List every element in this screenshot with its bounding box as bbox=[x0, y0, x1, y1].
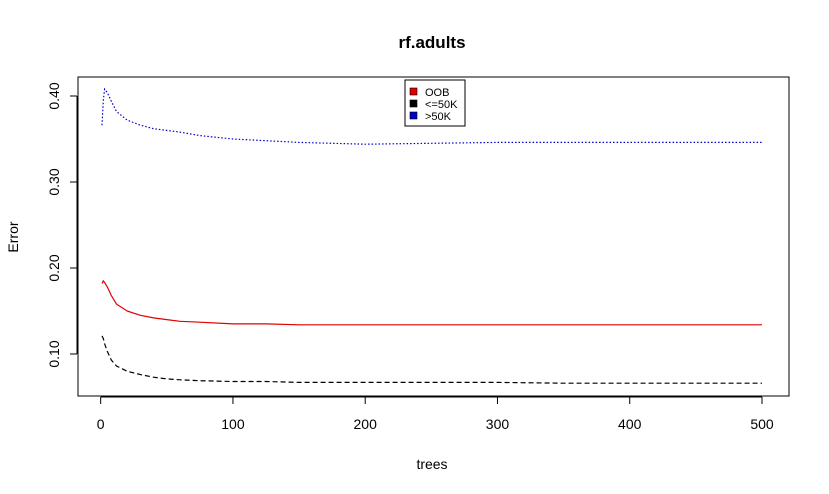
x-axis: 0 100 200 300 400 500 bbox=[97, 396, 774, 432]
legend-label: >50K bbox=[425, 111, 452, 123]
x-tick-label: 200 bbox=[354, 416, 378, 432]
y-tick-label: 0.40 bbox=[46, 82, 62, 109]
legend-swatch bbox=[409, 87, 418, 96]
series-layer bbox=[101, 87, 762, 384]
x-tick-label: 100 bbox=[221, 416, 245, 432]
x-tick-label: 0 bbox=[97, 416, 105, 432]
x-tick-label: 400 bbox=[618, 416, 642, 432]
y-axis-label: Error bbox=[5, 221, 21, 252]
legend-label: <=50K bbox=[425, 99, 458, 111]
y-tick-label: 0.20 bbox=[46, 254, 62, 281]
y-axis: 0.10 0.20 0.30 0.40 bbox=[46, 82, 78, 368]
legend: OOB<=50K>50K bbox=[404, 79, 466, 127]
legend-swatch bbox=[409, 111, 418, 120]
series-line-2 bbox=[101, 335, 762, 384]
y-tick-label: 0.10 bbox=[46, 340, 62, 367]
series-line-1 bbox=[101, 279, 762, 326]
x-tick-label: 300 bbox=[486, 416, 510, 432]
chart-title: rf.adults bbox=[398, 33, 465, 52]
y-tick-label: 0.30 bbox=[46, 168, 62, 195]
legend-swatch bbox=[409, 99, 418, 108]
plot-frame bbox=[77, 76, 790, 397]
x-axis-label: trees bbox=[416, 456, 447, 472]
x-tick-label: 500 bbox=[750, 416, 774, 432]
legend-label: OOB bbox=[425, 87, 449, 99]
series-line-3 bbox=[101, 87, 762, 145]
